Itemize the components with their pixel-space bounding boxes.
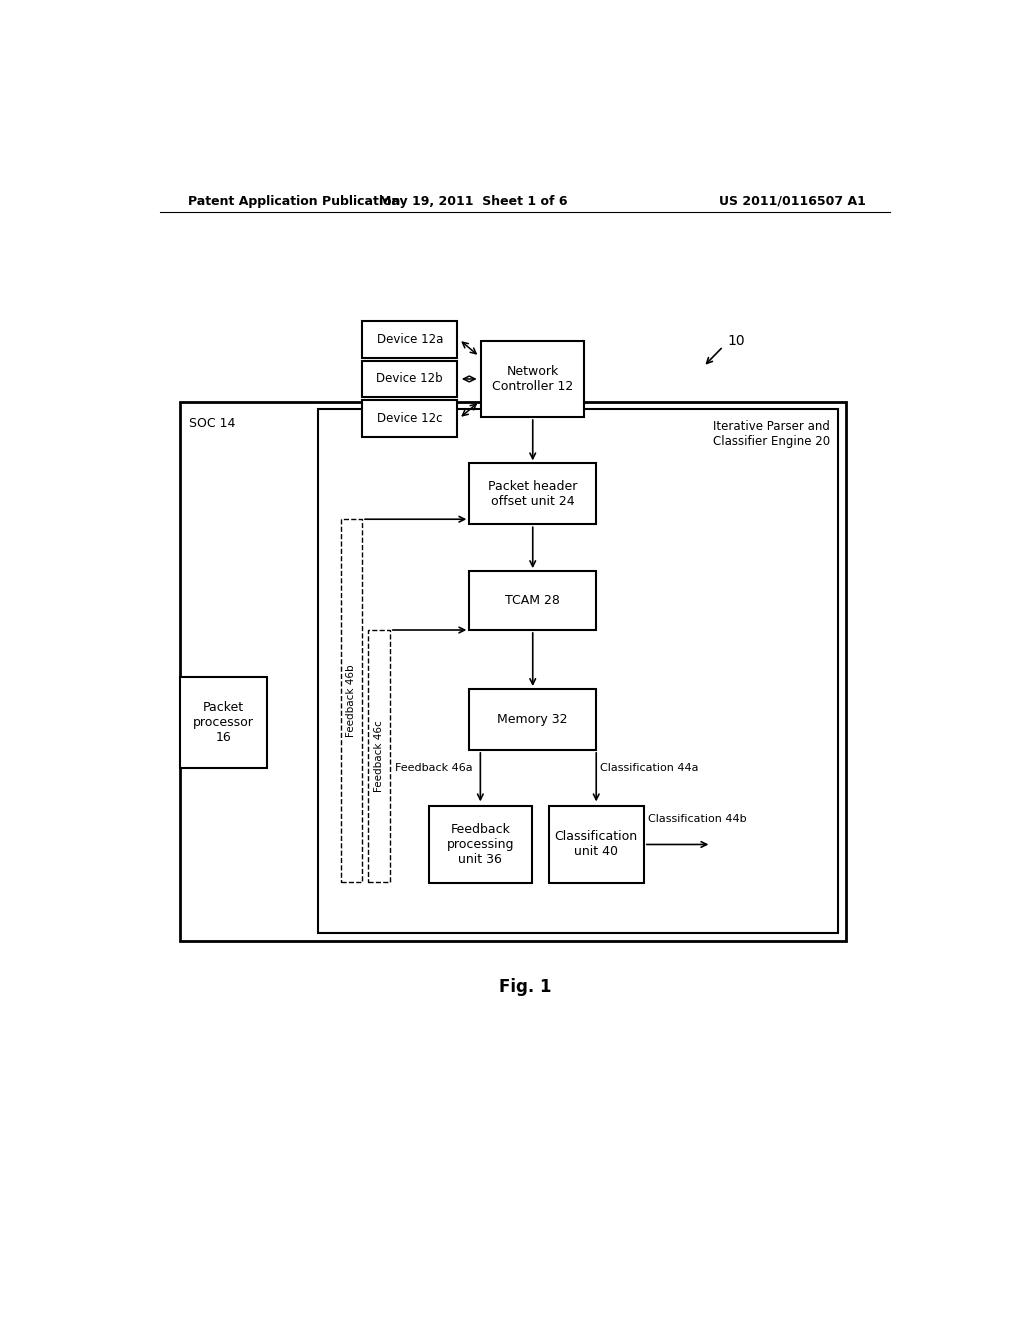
FancyBboxPatch shape [179, 403, 846, 941]
Text: Fig. 1: Fig. 1 [499, 978, 551, 995]
FancyBboxPatch shape [549, 807, 644, 883]
FancyBboxPatch shape [318, 409, 839, 933]
Text: SOC 14: SOC 14 [189, 417, 236, 429]
FancyBboxPatch shape [362, 321, 458, 358]
FancyBboxPatch shape [469, 463, 596, 524]
FancyBboxPatch shape [469, 689, 596, 750]
Text: Feedback
processing
unit 36: Feedback processing unit 36 [446, 822, 514, 866]
Text: Classification 44b: Classification 44b [648, 814, 746, 824]
Text: Memory 32: Memory 32 [498, 713, 568, 726]
Text: Device 12a: Device 12a [377, 333, 443, 346]
Text: TCAM 28: TCAM 28 [505, 594, 560, 607]
Text: 10: 10 [727, 334, 744, 348]
Text: Classification 44a: Classification 44a [600, 763, 698, 774]
Text: Feedback 46c: Feedback 46c [374, 721, 384, 792]
Text: May 19, 2011  Sheet 1 of 6: May 19, 2011 Sheet 1 of 6 [379, 194, 567, 207]
Text: Patent Application Publication: Patent Application Publication [187, 194, 400, 207]
Text: Device 12b: Device 12b [377, 372, 443, 385]
Text: Packet
processor
16: Packet processor 16 [193, 701, 254, 744]
Text: Classification
unit 40: Classification unit 40 [555, 830, 638, 858]
Text: Device 12c: Device 12c [377, 412, 442, 425]
Text: US 2011/0116507 A1: US 2011/0116507 A1 [719, 194, 866, 207]
FancyBboxPatch shape [469, 572, 596, 630]
Text: Packet header
offset unit 24: Packet header offset unit 24 [488, 479, 578, 508]
FancyBboxPatch shape [362, 400, 458, 437]
Text: Feedback 46a: Feedback 46a [395, 763, 472, 774]
FancyBboxPatch shape [179, 677, 267, 768]
Text: Network
Controller 12: Network Controller 12 [493, 364, 573, 393]
Text: Feedback 46b: Feedback 46b [346, 664, 356, 737]
FancyBboxPatch shape [481, 341, 585, 417]
FancyBboxPatch shape [362, 360, 458, 397]
Text: Iterative Parser and
Classifier Engine 20: Iterative Parser and Classifier Engine 2… [713, 420, 830, 447]
FancyBboxPatch shape [429, 807, 531, 883]
